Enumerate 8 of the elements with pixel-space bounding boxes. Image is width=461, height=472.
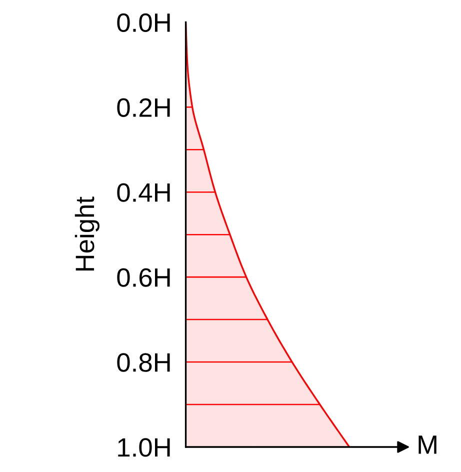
- y-tick-label: 0.6H: [117, 268, 170, 287]
- y-axis-title: Height: [74, 196, 100, 271]
- y-tick-label: 0.2H: [117, 98, 170, 117]
- x-axis-title: M: [418, 436, 436, 454]
- y-tick-label: 0.0H: [117, 13, 170, 32]
- y-tick-label: 0.4H: [117, 183, 170, 202]
- y-tick-label: 1.0H: [118, 438, 170, 457]
- y-tick-label: 0.8H: [117, 353, 170, 372]
